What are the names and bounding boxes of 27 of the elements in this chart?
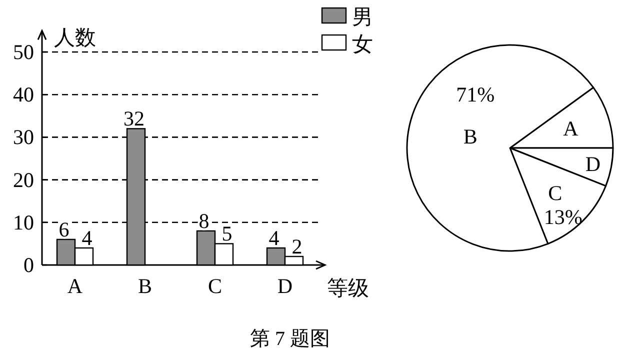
y-axis-title: 人数 [54,26,96,50]
y-tick-label: 50 [13,40,34,64]
data-label: 2 [292,234,302,258]
x-tick-label: A [67,274,84,298]
data-label: 13% [544,205,582,230]
text: 第 7 题图 [250,328,330,350]
y-tick-label: 10 [13,210,34,234]
data-label: 5 [222,222,232,246]
legend-label: 男 [352,5,373,29]
x-tick-label: D [277,274,293,298]
y-tick-label: 40 [13,82,34,107]
data-label: 32 [124,106,144,131]
slice-label: D [585,152,601,176]
data-label: 71% [456,82,495,107]
slice-label: C [548,181,562,206]
legend-label: 女 [352,32,373,56]
data-label: 4 [268,226,280,250]
slice-label: A [563,116,580,140]
x-tick-label: C [208,274,222,298]
data-label: 4 [82,226,93,250]
slice-label: B [463,124,478,149]
y-tick-label: 20 [13,168,34,192]
y-tick-label: 0 [24,253,34,277]
y-tick-label: 30 [13,125,34,150]
data-label: 6 [58,217,70,242]
x-axis-title: 等级 [327,276,369,300]
x-tick-label: B [138,274,152,298]
